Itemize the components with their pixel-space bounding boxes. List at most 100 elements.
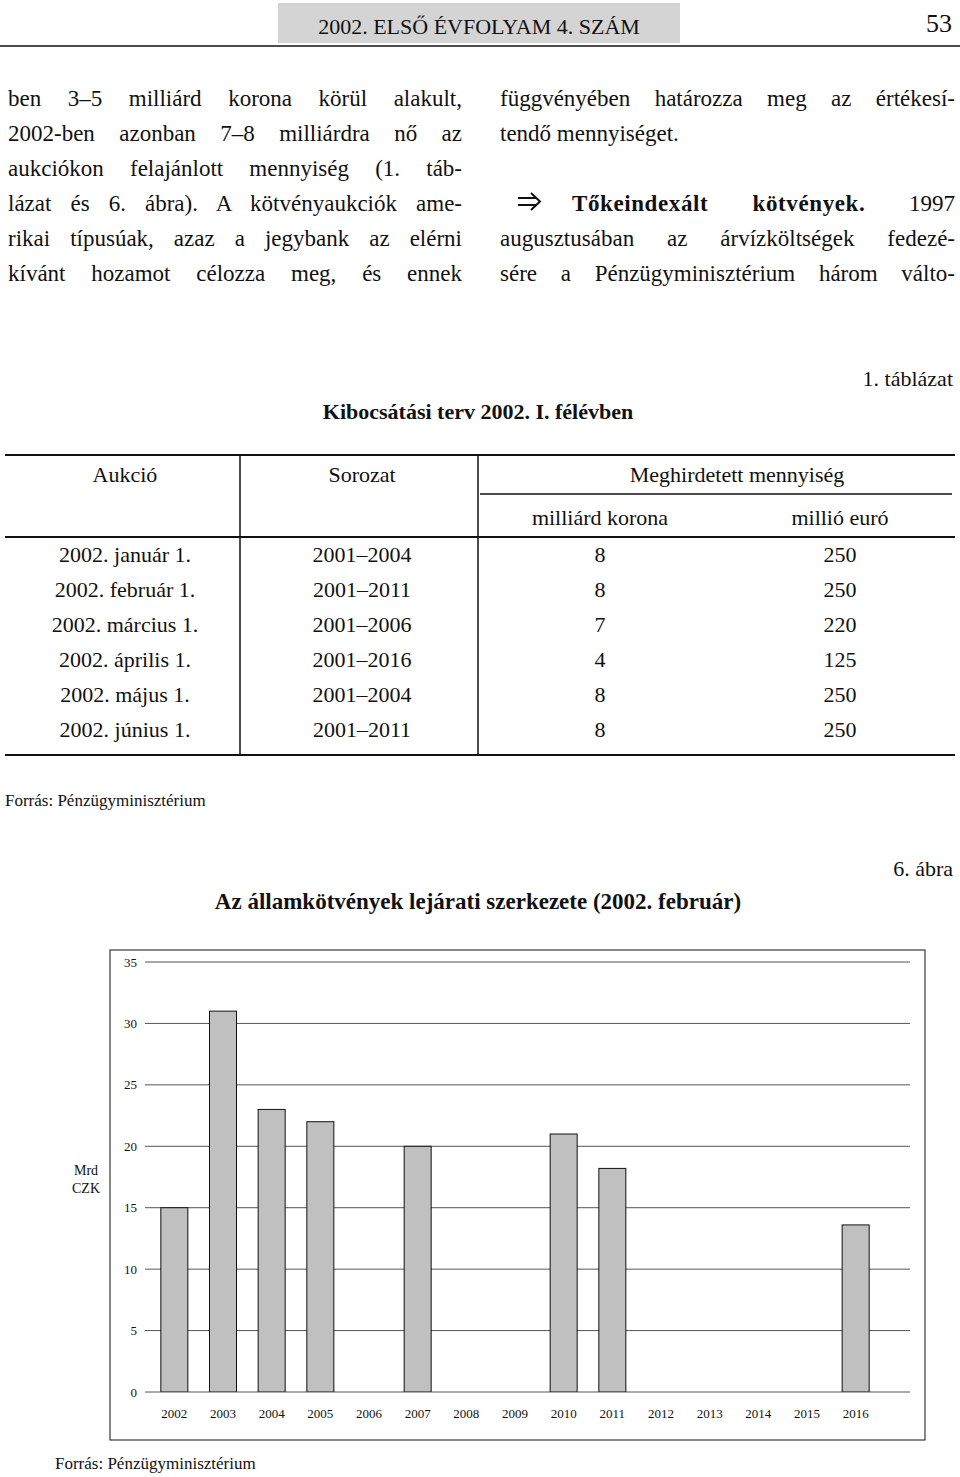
table-cell: 2001–2011: [313, 577, 411, 602]
bar: [356, 1392, 383, 1393]
table-cell: 2002. június 1.: [60, 717, 191, 742]
header-box: [278, 3, 680, 43]
text-line: tendő mennyiséget.: [500, 122, 955, 145]
tick-label: 2008: [453, 1406, 479, 1421]
bar: [794, 1392, 821, 1393]
bar: [599, 1168, 626, 1392]
table-source: Forrás: Pénzügyminisztérium: [5, 791, 206, 810]
bar: [550, 1134, 577, 1392]
table-col-sep: [239, 455, 241, 755]
table-header: Aukció: [93, 462, 158, 487]
text-line: lázat és 6. ábra). A kötvényaukciók ame-: [8, 192, 462, 215]
axis-label-part: CZK: [72, 1181, 100, 1196]
bar: [210, 1011, 237, 1392]
arrow-icon: [518, 193, 540, 210]
tick-label: 2014: [745, 1406, 772, 1421]
table-cell: 8: [595, 577, 606, 602]
tick-label: 2007: [405, 1406, 432, 1421]
table-rule-group: [480, 493, 952, 495]
table-cell: 2002. május 1.: [60, 682, 190, 707]
tick-label: 20: [124, 1139, 137, 1154]
arrow-path: [518, 193, 540, 210]
table-cell: 2002. április 1.: [59, 647, 191, 672]
tick-label: 2011: [600, 1406, 626, 1421]
table-subheader: milliárd korona: [532, 505, 668, 530]
tick-label: 15: [124, 1200, 137, 1215]
table-header: Meghirdetett mennyiség: [630, 462, 844, 487]
table-cell: 2002. március 1.: [52, 612, 199, 637]
grid-line: [145, 1023, 910, 1024]
tick-label: 30: [124, 1016, 137, 1031]
bar: [502, 1392, 529, 1393]
text-span: 1997: [909, 191, 955, 216]
bar: [648, 1392, 675, 1393]
table-cell: 220: [824, 612, 857, 637]
figure-label: 6. ábra: [893, 856, 953, 881]
table-rule-header: [5, 536, 955, 538]
table-cell: 2001–2011: [313, 717, 411, 742]
table-subheader: millió euró: [791, 505, 888, 530]
grid-line: [145, 1084, 910, 1085]
table-cell: 8: [595, 717, 606, 742]
bar: [258, 1109, 285, 1392]
bar: [696, 1392, 723, 1393]
y-axis: 05101520253035: [124, 955, 910, 1400]
table-cell: 2001–2004: [313, 542, 412, 567]
table-cell: 2002. február 1.: [55, 577, 196, 602]
axis-label-part: Mrd: [74, 1163, 98, 1178]
table-cell: 2002. január 1.: [59, 542, 191, 567]
grid-line: [145, 962, 910, 963]
heading-line: Tőkeindexált kötvények. 1997: [572, 192, 955, 215]
text-line: sére a Pénzügyminisztérium három válto-: [500, 262, 955, 285]
tick-label: 2004: [259, 1406, 286, 1421]
bar: [745, 1392, 772, 1393]
page-canvas: 2002. ELSŐ ÉVFOLYAM 4. SZÁM 53 1. táblázat…: [0, 0, 960, 1477]
table-label: 1. táblázat: [863, 366, 953, 391]
bar: [842, 1225, 869, 1392]
table-rule-bottom: [5, 754, 955, 756]
table-cell: 2001–2016: [313, 647, 412, 672]
table-cell: 7: [595, 612, 606, 637]
tick-label: 2015: [794, 1406, 820, 1421]
chart-title: Az államkötvények lejárati szerkezete (2…: [215, 889, 741, 914]
table-cell: 250: [824, 717, 857, 742]
table-col-sep: [477, 455, 479, 755]
axis-label: Mrd CZK: [72, 1163, 100, 1196]
tick-label: 2013: [697, 1406, 723, 1421]
tick-label: 2005: [307, 1406, 333, 1421]
figure-source: Forrás: Pénzügyminisztérium: [55, 1454, 256, 1473]
text-line: ben 3–5 milliárd korona körül alakult,: [8, 87, 462, 110]
table-cell: 250: [824, 542, 857, 567]
tick-label: 2006: [356, 1406, 383, 1421]
tick-label: 2003: [210, 1406, 236, 1421]
tick-label: 25: [124, 1077, 137, 1092]
table-title: Kibocsátási terv 2002. I. félévben: [323, 399, 633, 424]
table-cell: 125: [824, 647, 857, 672]
tick-label: 2009: [502, 1406, 528, 1421]
table-cell: 8: [595, 682, 606, 707]
text-line: aukciókon felajánlott mennyiség (1. táb-: [8, 157, 462, 180]
text-line: augusztusában az árvízköltségek fedezé-: [500, 227, 955, 250]
table-header: Sorozat: [328, 462, 395, 487]
bar: [453, 1392, 480, 1393]
tick-label: 2012: [648, 1406, 674, 1421]
tick-label: 10: [124, 1262, 137, 1277]
table-cell: 250: [824, 577, 857, 602]
table-cell: 2001–2006: [313, 612, 412, 637]
x-axis: 2002200320042005200620072008200920102011…: [161, 1406, 869, 1421]
chart-frame: [110, 950, 925, 1440]
header-rule: [0, 45, 960, 47]
page-number: 53: [926, 9, 952, 38]
tick-label: 0: [131, 1385, 138, 1400]
bar: [307, 1122, 334, 1392]
table-cell: 2001–2004: [313, 682, 412, 707]
header-title: 2002. ELSŐ ÉVFOLYAM 4. SZÁM: [318, 14, 640, 39]
tick-label: 5: [131, 1323, 138, 1338]
bar: [404, 1146, 431, 1392]
text-line: rikai típusúak, azaz a jegybank az elérn…: [8, 227, 462, 250]
text-line: kívánt hozamot célozza meg, és ennek: [8, 262, 462, 285]
heading: Tőkeindexált kötvények.: [572, 191, 865, 216]
text-line: 2002-ben azonban 7–8 milliárdra nő az: [8, 122, 462, 145]
bar: [161, 1208, 188, 1392]
text-line: függvényében határozza meg az értékesí-: [500, 87, 955, 110]
